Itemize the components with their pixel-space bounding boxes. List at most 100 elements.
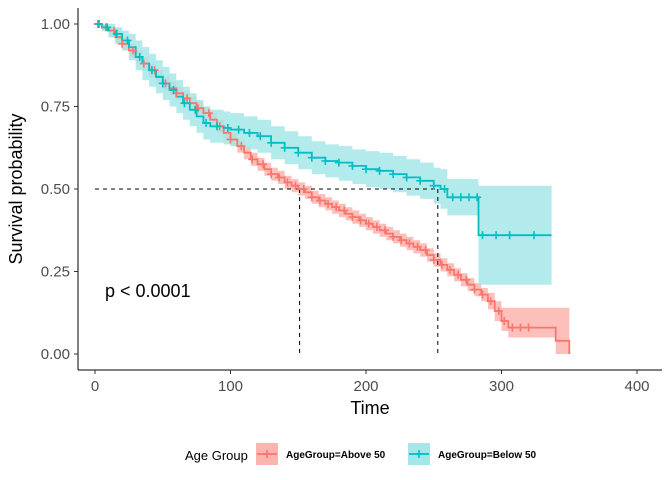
censor-mark [283, 178, 292, 187]
censor-mark [321, 156, 330, 165]
censor-mark [348, 161, 357, 170]
censor-mark [429, 181, 438, 190]
censor-mark [478, 231, 487, 240]
censor-mark [364, 219, 373, 228]
censor-mark [405, 239, 414, 248]
censor-mark [237, 142, 246, 151]
censor-mark [234, 125, 243, 134]
censor-mark [440, 185, 449, 193]
p-value-annotation: p < 0.0001 [105, 281, 191, 301]
censor-mark [380, 226, 389, 235]
censor-mark [492, 231, 501, 240]
censor-mark [294, 148, 303, 157]
censor-mark [429, 255, 438, 264]
censor-mark [315, 196, 324, 205]
x-axis-title: Time [350, 398, 389, 418]
y-tick-label: 0.75 [41, 99, 70, 116]
legend-label-agegroup-above-50: AgeGroup=Above 50 [286, 450, 386, 461]
y-tick-label: 0.25 [41, 264, 70, 281]
confidence-bands [95, 24, 570, 354]
censor-mark [259, 160, 268, 169]
median-lines [95, 188, 439, 354]
censor-mark [95, 20, 104, 28]
censor-mark [245, 128, 254, 137]
censor-mark [494, 307, 503, 316]
censor-mark [169, 86, 178, 94]
censor-mark [275, 173, 284, 182]
censor-mark [524, 323, 533, 332]
censor-mark [248, 155, 257, 164]
censor-mark [103, 23, 112, 32]
censor-mark [456, 193, 465, 202]
censor-mark [191, 105, 200, 114]
censor-mark [307, 153, 316, 162]
censor-mark [397, 236, 406, 245]
censor-mark [118, 39, 127, 48]
censor-mark [307, 193, 316, 202]
legend-label-agegroup-below-50: AgeGroup=Below 50 [438, 450, 537, 461]
censor-mark [180, 99, 189, 108]
censor-marks [93, 20, 539, 332]
censor-mark [158, 79, 167, 88]
censor-mark [372, 222, 381, 231]
ci-band-agegroup-below-50 [95, 24, 552, 285]
censor-mark [389, 232, 398, 241]
censor-mark [267, 138, 276, 147]
censor-mark [437, 260, 446, 269]
censor-mark [516, 323, 525, 332]
censor-mark [356, 216, 365, 225]
censor-mark [202, 119, 211, 127]
y-tick-label: 1.00 [41, 16, 70, 33]
censor-mark [291, 181, 300, 190]
censor-mark [223, 123, 232, 132]
censor-mark [280, 143, 289, 152]
censor-mark [508, 323, 517, 332]
censor-mark [530, 231, 539, 240]
censor-mark [413, 242, 422, 251]
censor-mark [362, 165, 370, 174]
censor-mark [486, 297, 495, 306]
censor-mark [334, 158, 343, 167]
legend: Age Group AgeGroup=Above 50 AgeGroup=Belo… [185, 443, 537, 465]
censor-mark [375, 166, 384, 175]
censor-mark [123, 36, 132, 45]
censor-mark [256, 132, 265, 141]
censor-mark [128, 46, 137, 55]
censor-mark [473, 193, 482, 202]
censor-mark [348, 213, 357, 222]
censor-mark [505, 231, 514, 240]
censor-mark [112, 29, 121, 38]
censor-mark [299, 185, 308, 193]
censor-mark [204, 109, 213, 118]
censor-mark [470, 285, 479, 294]
censor-mark [464, 193, 473, 202]
censor-mark [212, 122, 221, 131]
censor-mark [267, 170, 276, 179]
y-ticks: 0.00 0.25 0.50 0.75 1.00 [41, 16, 78, 363]
x-ticks: 0 100 200 300 400 [91, 370, 650, 395]
censor-mark [448, 193, 457, 202]
censor-mark [478, 290, 487, 299]
censor-mark [446, 265, 455, 274]
legend-title: Age Group [185, 448, 248, 463]
censor-mark [462, 275, 471, 284]
legend-item-agegroup-below-50: AgeGroup=Below 50 [408, 443, 537, 465]
censor-mark [147, 66, 156, 75]
censor-mark [402, 173, 411, 182]
x-tick-label: 0 [91, 378, 99, 395]
y-axis-title: Survival probability [6, 113, 26, 264]
censor-mark [421, 246, 430, 255]
x-tick-label: 400 [624, 378, 649, 395]
censor-mark [340, 206, 349, 215]
x-tick-label: 100 [218, 378, 243, 395]
censor-mark [324, 199, 333, 208]
censor-mark [500, 317, 509, 325]
censor-mark [139, 59, 148, 68]
y-tick-label: 0.00 [41, 346, 70, 363]
legend-item-agegroup-above-50: AgeGroup=Above 50 [256, 443, 386, 465]
x-tick-label: 200 [353, 378, 378, 395]
censor-mark [416, 176, 425, 185]
y-tick-label: 0.50 [41, 181, 70, 198]
censor-mark [226, 135, 235, 144]
